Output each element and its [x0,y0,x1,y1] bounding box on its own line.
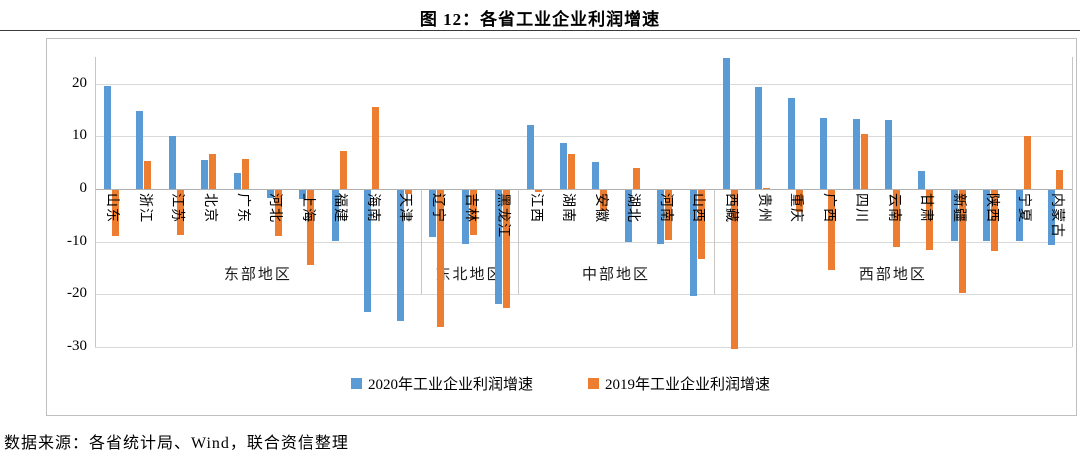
legend-item-2020: 2020年工业企业利润增速 [350,373,533,394]
legend-label-2020: 2020年工业企业利润增速 [367,377,533,393]
title-divider [0,30,1080,31]
source-note: 数据来源：各省统计局、Wind，联合资信整理 [4,435,349,452]
legend-label-2019: 2019年工业企业利润增速 [605,377,771,393]
legend-swatch-2020-icon [350,378,362,389]
chart-container [46,38,1077,416]
chart-title: 图 12：各省工业企业利润增速 [419,10,661,29]
legend-item-2019: 2019年工业企业利润增速 [588,373,770,394]
legend-swatch-2019-icon [588,378,599,389]
legend: 2020年工业企业利润增速 2019年工业企业利润增速 [46,373,1075,394]
